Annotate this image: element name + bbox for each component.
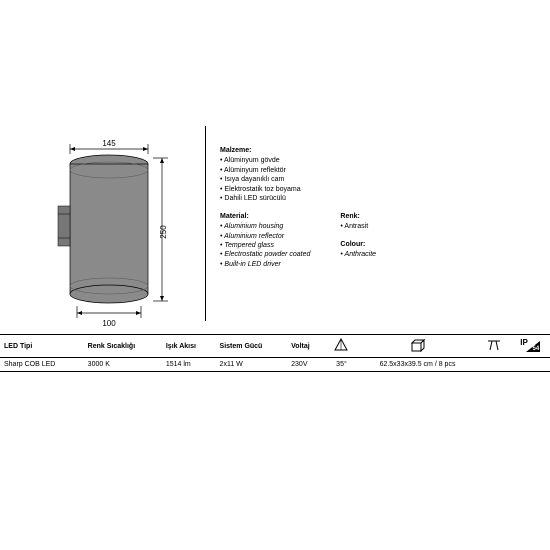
spec-text: Malzeme: Alüminyum gövdeAlüminyum reflek…	[220, 146, 530, 277]
package-box-icon	[409, 338, 427, 352]
list-item: Isıya dayanıklı cam	[220, 175, 530, 184]
table-header-row: LED Tipi Renk Sıcaklığı Işık Akısı Siste…	[0, 335, 550, 357]
color-tr: Renk: Antrasit	[340, 212, 376, 232]
list-item: Elektrostatik toz boyama	[220, 185, 530, 194]
td-box: 62.5x33x39.5 cm / 8 pcs	[358, 358, 476, 371]
color-en-heading: Colour:	[340, 240, 376, 249]
td-lumen: 1514 lm	[162, 358, 216, 371]
color-tr-list: Antrasit	[340, 222, 376, 231]
th-installation-icon	[477, 335, 511, 357]
th-power: Sistem Gücü	[216, 335, 288, 357]
materials-tr: Malzeme: Alüminyum gövdeAlüminyum reflek…	[220, 146, 530, 204]
th-ip-icon: IP 54	[510, 335, 550, 357]
list-item: Electrostatic powder coated	[220, 250, 310, 259]
list-item: Aluminium reflector	[220, 232, 310, 241]
list-item: Alüminyum gövde	[220, 156, 530, 165]
vertical-divider	[205, 126, 206, 321]
installation-icon	[486, 338, 502, 352]
materials-en-list: Aluminium housingAluminium reflectorTemp…	[220, 222, 310, 269]
beam-angle-icon	[333, 338, 349, 352]
technical-drawing: 145 250 100	[28, 136, 188, 336]
materials-en-heading: Material:	[220, 212, 310, 221]
spec-sheet: 145 250 100	[0, 116, 550, 406]
td-led-type: Sharp COB LED	[0, 358, 84, 371]
materials-tr-list: Alüminyum gövdeAlüminyum reflektörIsıya …	[220, 156, 530, 203]
table-row: Sharp COB LED 3000 K 1514 lm 2x11 W 230V…	[0, 358, 550, 371]
dim-bottom-text: 100	[102, 319, 116, 328]
th-color-temp: Renk Sıcaklığı	[84, 335, 162, 357]
list-item: Built-in LED driver	[220, 260, 310, 269]
dim-right-text: 250	[159, 225, 168, 239]
materials-tr-heading: Malzeme:	[220, 146, 530, 155]
color-en: Colour: Anthracite	[340, 240, 376, 260]
th-beam-icon	[325, 335, 359, 357]
td-voltage: 230V	[287, 358, 324, 371]
th-box-icon	[358, 335, 476, 357]
td-color-temp: 3000 K	[84, 358, 162, 371]
ip-value: 54	[533, 346, 540, 352]
td-beam: 35°	[325, 358, 359, 371]
th-led-type: LED Tipi	[0, 335, 84, 357]
list-item: Dahili LED sürücülü	[220, 194, 530, 203]
table-rule-bottom	[0, 371, 550, 372]
color-en-list: Anthracite	[340, 250, 376, 259]
th-lumen: Işık Akısı	[162, 335, 216, 357]
ip-rating-icon: IP 54	[520, 338, 540, 352]
spec-table: LED Tipi Renk Sıcaklığı Işık Akısı Siste…	[0, 334, 550, 372]
color-tr-heading: Renk:	[340, 212, 376, 221]
list-item: Antrasit	[340, 222, 376, 231]
list-item: Aluminium housing	[220, 222, 310, 231]
list-item: Anthracite	[340, 250, 376, 259]
materials-en: Material: Aluminium housingAluminium ref…	[220, 212, 310, 270]
td-power: 2x11 W	[216, 358, 288, 371]
list-item: Alüminyum reflektör	[220, 166, 530, 175]
th-voltage: Voltaj	[287, 335, 324, 357]
dim-top-text: 145	[102, 139, 116, 148]
list-item: Tempered glass	[220, 241, 310, 250]
